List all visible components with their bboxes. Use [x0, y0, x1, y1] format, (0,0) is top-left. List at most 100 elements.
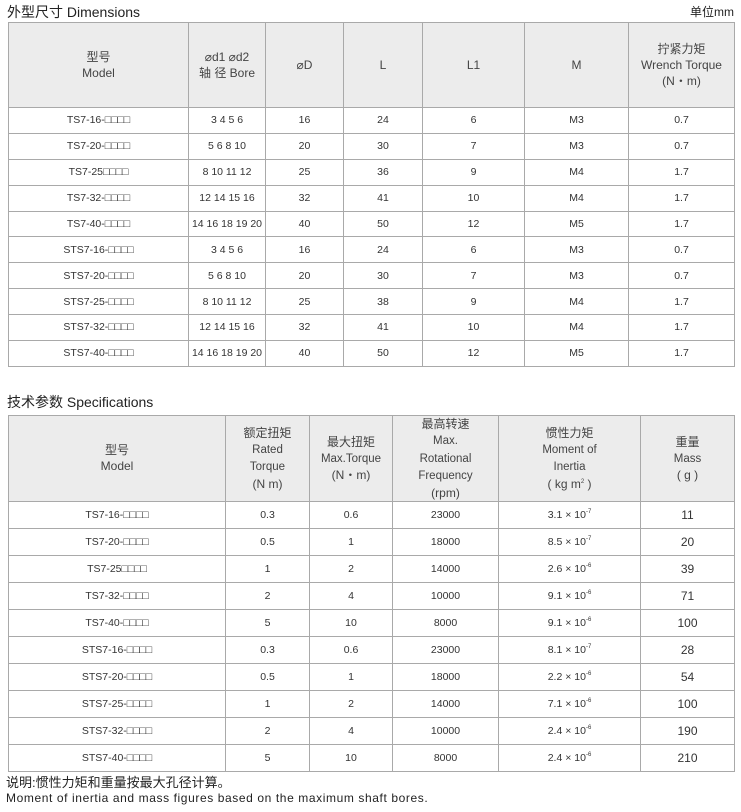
cell-rated: 0.3	[225, 500, 310, 529]
cell-rated: 5	[225, 608, 310, 637]
cell-model: STS7-25-□□□□	[8, 288, 189, 316]
cell-bore: 8 10 11 12	[188, 158, 266, 186]
cell-L: 24	[343, 107, 423, 134]
header-rated-torque: 额定扭矩 Rated Torque (N m)	[225, 415, 310, 502]
cell-mass: 100	[640, 608, 735, 637]
cell-inertia: 7.1 × 10-6	[498, 689, 641, 718]
header-wrench-torque: 拧紧力矩 Wrench Torque (N・m)	[628, 22, 735, 108]
cell-speed: 8000	[392, 608, 499, 637]
cell-L1: 7	[422, 262, 525, 290]
cell-rated: 2	[225, 716, 310, 745]
cell-L: 41	[343, 314, 423, 342]
cell-L: 50	[343, 340, 423, 367]
cell-speed: 10000	[392, 716, 499, 745]
header-model: 型号 Model	[8, 415, 226, 502]
cell-torque: 1.7	[628, 314, 735, 342]
cell-inertia: 3.1 × 10-7	[498, 500, 641, 529]
cell-L: 50	[343, 210, 423, 238]
cell-L1: 10	[422, 314, 525, 342]
table-row: TS7-25□□□□ 8 10 11 12 25 36 9 M4 1.7	[8, 158, 735, 186]
cell-bore: 12 14 15 16	[188, 314, 266, 342]
cell-mass: 39	[640, 554, 735, 583]
cell-M: M4	[524, 314, 629, 342]
cell-L: 30	[343, 132, 423, 160]
cell-D: 16	[265, 236, 344, 264]
note-english: Moment of inertia and mass figures based…	[6, 791, 429, 805]
cell-torque: 0.7	[628, 236, 735, 264]
cell-max: 1	[309, 527, 393, 556]
cell-max: 2	[309, 689, 393, 718]
cell-rated: 0.3	[225, 635, 310, 664]
table-row: TS7-40-□□□□ 14 16 18 19 20 40 50 12 M5 1.7	[8, 210, 735, 238]
cell-rated: 1	[225, 689, 310, 718]
cell-M: M3	[524, 107, 629, 134]
cell-model: TS7-16-□□□□	[8, 500, 226, 529]
cell-L1: 9	[422, 158, 525, 186]
cell-D: 40	[265, 340, 344, 367]
cell-M: M3	[524, 262, 629, 290]
cell-model: STS7-25-□□□□	[8, 689, 226, 718]
cell-inertia: 9.1 × 10-6	[498, 608, 641, 637]
cell-speed: 18000	[392, 662, 499, 691]
cell-max: 0.6	[309, 635, 393, 664]
cell-max: 4	[309, 716, 393, 745]
cell-model: TS7-16-□□□□	[8, 107, 189, 134]
specifications-title: 技术参数 Specifications	[7, 394, 154, 410]
cell-M: M4	[524, 288, 629, 316]
cell-model: STS7-16-□□□□	[8, 236, 189, 264]
specifications-table: 型号 Model 额定扭矩 Rated Torque (N m) 最大扭矩 Max.Tor…	[8, 415, 735, 772]
cell-model: TS7-32-□□□□	[8, 581, 226, 610]
cell-L1: 10	[422, 184, 525, 212]
cell-bore: 3 4 5 6	[188, 107, 266, 134]
cell-L1: 12	[422, 340, 525, 367]
cell-speed: 23000	[392, 500, 499, 529]
table-row: STS7-32-□□□□ 12 14 15 16 32 41 10 M4 1.7	[8, 314, 735, 342]
header-mass: 重量 Mass( g )	[640, 415, 735, 502]
cell-max: 10	[309, 608, 393, 637]
cell-max: 1	[309, 662, 393, 691]
cell-model: STS7-20-□□□□	[8, 262, 189, 290]
table-row: TS7-20-□□□□ 0.5 1 18000 8.5 × 10-7 20	[8, 527, 735, 556]
cell-L1: 9	[422, 288, 525, 316]
cell-model: TS7-20-□□□□	[8, 527, 226, 556]
cell-model: TS7-40-□□□□	[8, 608, 226, 637]
cell-D: 25	[265, 288, 344, 316]
table-row: TS7-16-□□□□ 3 4 5 6 16 24 6 M3 0.7	[8, 107, 735, 134]
table-row: STS7-40-□□□□ 14 16 18 19 20 40 50 12 M5 1.7	[8, 340, 735, 367]
cell-model: TS7-25□□□□	[8, 158, 189, 186]
cell-M: M5	[524, 340, 629, 367]
table-row: TS7-40-□□□□ 5 10 8000 9.1 × 10-6 100	[8, 608, 735, 637]
table-row: TS7-20-□□□□ 5 6 8 10 20 30 7 M3 0.7	[8, 132, 735, 160]
cell-speed: 8000	[392, 743, 499, 772]
cell-torque: 1.7	[628, 340, 735, 367]
table-row: STS7-20-□□□□ 5 6 8 10 20 30 7 M3 0.7	[8, 262, 735, 290]
cell-D: 20	[265, 132, 344, 160]
table-row: TS7-32-□□□□ 12 14 15 16 32 41 10 M4 1.7	[8, 184, 735, 212]
cell-max: 10	[309, 743, 393, 772]
cell-torque: 1.7	[628, 184, 735, 212]
cell-inertia: 2.4 × 10-6	[498, 716, 641, 745]
cell-inertia: 2.6 × 10-6	[498, 554, 641, 583]
cell-bore: 14 16 18 19 20	[188, 340, 266, 367]
cell-mass: 28	[640, 635, 735, 664]
cell-max: 4	[309, 581, 393, 610]
cell-model: TS7-20-□□□□	[8, 132, 189, 160]
cell-D: 25	[265, 158, 344, 186]
cell-model: TS7-32-□□□□	[8, 184, 189, 212]
specifications-header-row: 型号 Model 额定扭矩 Rated Torque (N m) 最大扭矩 Max.Tor…	[8, 415, 735, 502]
unit-label: 单位mm	[690, 5, 734, 19]
cell-M: M4	[524, 184, 629, 212]
cell-L: 36	[343, 158, 423, 186]
cell-L: 30	[343, 262, 423, 290]
note-chinese: 说明:惯性力矩和重量按最大孔径计算。	[6, 775, 231, 790]
dimensions-title: 外型尺寸 Dimensions	[7, 4, 141, 20]
cell-model: STS7-20-□□□□	[8, 662, 226, 691]
cell-rated: 1	[225, 554, 310, 583]
cell-bore: 5 6 8 10	[188, 262, 266, 290]
cell-L1: 7	[422, 132, 525, 160]
cell-D: 16	[265, 107, 344, 134]
cell-speed: 23000	[392, 635, 499, 664]
cell-rated: 2	[225, 581, 310, 610]
cell-mass: 20	[640, 527, 735, 556]
cell-torque: 1.7	[628, 288, 735, 316]
